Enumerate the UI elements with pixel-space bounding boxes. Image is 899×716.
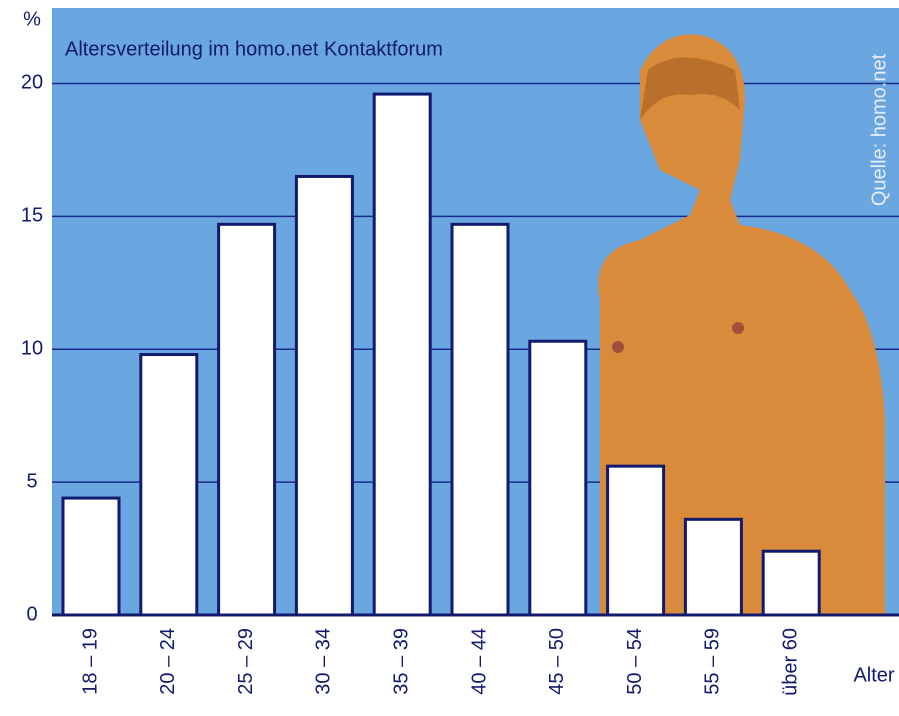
x-axis-label: Alter [853, 664, 894, 686]
chart-title: Altersverteilung im homo.net Kontaktforu… [65, 38, 443, 60]
bar [63, 498, 119, 615]
y-axis-label: % [23, 8, 41, 30]
chart: Altersverteilung im homo.net Kontaktforu… [0, 0, 899, 716]
bar [685, 519, 741, 615]
bar [219, 224, 275, 615]
y-tick-label: 15 [21, 205, 43, 227]
y-tick-label: 0 [26, 603, 37, 625]
bar [530, 341, 586, 615]
x-tick-label: 55 – 59 [702, 628, 724, 695]
bar [141, 355, 197, 615]
bar [608, 466, 664, 615]
x-tick-label: 25 – 29 [235, 628, 257, 695]
bar [452, 224, 508, 615]
y-tick-label: 20 [21, 72, 43, 94]
y-tick-label: 5 [26, 470, 37, 492]
x-tick-label: 50 – 54 [624, 628, 646, 695]
bar [763, 551, 819, 615]
x-tick-label: 18 – 19 [79, 628, 101, 695]
x-tick-label: 20 – 24 [157, 628, 179, 695]
x-tick-label: 35 – 39 [390, 628, 412, 695]
x-tick-label: 30 – 34 [313, 628, 335, 695]
x-tick-label: 45 – 50 [546, 628, 568, 695]
bar [296, 176, 352, 615]
y-tick-label: 10 [21, 338, 43, 360]
detail [612, 341, 624, 353]
x-tick-label: über 60 [779, 628, 801, 696]
x-tick-label: 40 – 44 [468, 628, 490, 695]
bar [374, 94, 430, 615]
source-note: Quelle: homo.net [868, 53, 890, 206]
detail [732, 322, 744, 334]
